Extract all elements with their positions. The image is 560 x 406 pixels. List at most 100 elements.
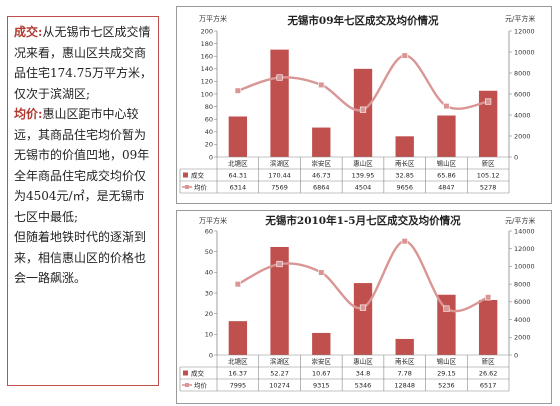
price-value-label: 10274	[269, 381, 290, 389]
bar-5	[395, 338, 414, 355]
y-tick-label: 40	[205, 269, 213, 277]
bar-3	[312, 127, 331, 157]
bar-4	[353, 68, 373, 157]
legend-bar-key	[183, 172, 188, 178]
price-value-label: 7995	[230, 381, 247, 389]
category-label: 北塘区	[228, 356, 248, 365]
price-value-label: 4847	[438, 183, 455, 191]
price-body-a: 惠山区距市中心较远，其商品住宅均价暂为无锡市的价值凹地，09年全年商品住宅成交均…	[14, 107, 150, 224]
bar-2	[270, 49, 289, 157]
y2-tick-label: 4000	[514, 111, 531, 119]
y-tick-label: 160	[201, 53, 213, 61]
price-marker-4	[359, 106, 367, 113]
y2-tick-label: 10000	[514, 263, 535, 271]
bar-value-label: 7.78	[397, 369, 411, 377]
y2-tick-label: 2000	[514, 334, 531, 342]
price-marker-7	[485, 98, 492, 105]
y2-tick-label: 12000	[514, 245, 535, 253]
category-label: 新区	[482, 356, 496, 365]
y2-tick-label: 4000	[514, 316, 531, 324]
price-marker-2	[276, 260, 283, 268]
bar-value-label: 46.73	[312, 171, 331, 179]
price-marker-3	[318, 269, 325, 276]
y2-tick-label: 0	[514, 153, 518, 161]
price-marker-3	[318, 81, 325, 89]
bar-value-label: 139.95	[352, 171, 375, 179]
category-label: 北塘区	[228, 158, 248, 167]
y-tick-label: 120	[201, 78, 213, 86]
y-tick-label: 200	[201, 27, 213, 35]
y2-tick-label: 10000	[514, 48, 535, 56]
chart-2010-panel: 无锡市2010年1-5月七区成交及均价情况 万平方米 元/平方米 0 10 20 30 40 5…	[176, 210, 552, 404]
bar-value-label: 170.44	[268, 171, 291, 179]
bar-value-label: 34.8	[356, 369, 370, 377]
category-label: 滨湖区	[270, 356, 290, 365]
y2-tick-label: 0	[514, 351, 518, 359]
bar-3	[312, 332, 331, 355]
legend-line-marker	[185, 383, 189, 387]
price-paragraph: 均价:惠山区距市中心较远，其商品住宅均价暂为无锡市的价值凹地，09年全年商品住宅…	[14, 104, 152, 227]
price-outlook: 但随着地铁时代的逐渐到来，相信惠山区的价格也会一路飙涨。	[14, 230, 147, 285]
y-tick-label: 100	[201, 90, 213, 98]
price-value-label: 7569	[271, 183, 288, 191]
category-label: 滨湖区	[270, 158, 290, 167]
price-value-label: 12848	[394, 381, 415, 389]
price-marker-5	[401, 52, 408, 59]
y2-tick-label: 6000	[514, 298, 531, 306]
y-tick-label: 20	[205, 141, 213, 149]
deal-body: 从无锡市七区成交情况来看，惠山区共成交商品住宅174.75万平方米，仅次于滨湖区…	[14, 25, 152, 101]
bar-1	[228, 321, 248, 355]
bar-5	[395, 136, 414, 157]
price-marker-6	[443, 305, 450, 312]
chart-title: 无锡市09年七区成交及均价情况	[286, 14, 439, 27]
chart-2009-panel: 无锡市09年七区成交及均价情况 万平方米 元/平方米 0 20 40 60 80 100 120 1…	[176, 6, 552, 204]
price-value-label: 6864	[313, 183, 330, 191]
price-marker-1	[234, 87, 241, 94]
price-marker-1	[234, 281, 241, 288]
bar-value-label: 52.27	[270, 369, 289, 377]
deal-paragraph: 成交:从无锡市七区成交情况来看，惠山区共成交商品住宅174.75万平方米，仅次于…	[14, 22, 152, 104]
bar-4	[353, 283, 373, 355]
y-tick-label: 20	[205, 310, 213, 318]
category-label: 锡山区	[437, 356, 457, 365]
bar-value-label: 10.67	[312, 369, 331, 377]
price-marker-5	[401, 238, 408, 245]
bar-value-label: 65.86	[437, 171, 456, 179]
category-label: 惠山区	[353, 158, 373, 167]
bar-1	[228, 116, 248, 157]
price-marker-7	[485, 294, 492, 301]
y2-axis-unit: 元/平方米	[505, 216, 535, 225]
y2-tick-label: 14000	[514, 227, 535, 235]
bar-value-label: 105.12	[477, 171, 500, 179]
price-value-label: 5236	[438, 381, 455, 389]
deal-heading: 成交:	[14, 25, 43, 39]
legend-line-name: 均价	[194, 380, 208, 389]
category-label: 新区	[482, 158, 496, 167]
summary-text-panel: 成交:从无锡市七区成交情况来看，惠山区共成交商品住宅174.75万平方米，仅次于…	[7, 16, 159, 386]
price-value-label: 6517	[480, 381, 497, 389]
price-value-label: 6314	[230, 183, 247, 191]
bar-6	[437, 294, 456, 355]
price-heading: 均价:	[14, 107, 43, 121]
y2-tick-label: 6000	[514, 90, 531, 98]
bar-2	[270, 246, 289, 355]
category-label: 南长区	[395, 356, 415, 365]
price-marker-6	[443, 103, 450, 110]
y-tick-label: 60	[205, 227, 213, 235]
legend-bar-name: 成交	[191, 368, 205, 377]
y-tick-label: 0	[209, 351, 213, 359]
legend-line-marker	[185, 185, 189, 189]
y-axis-unit: 万平方米	[199, 216, 227, 225]
price-value-label: 9315	[313, 381, 330, 389]
y-tick-label: 140	[201, 65, 213, 73]
price-marker-2	[276, 74, 283, 81]
price-value-label: 9656	[396, 183, 413, 191]
category-label: 崇安区	[312, 158, 332, 167]
y2-tick-label: 8000	[514, 69, 531, 77]
price-value-label: 5278	[480, 183, 497, 191]
bar-value-label: 29.15	[437, 369, 456, 377]
bar-7	[478, 299, 498, 355]
y-tick-label: 80	[205, 103, 213, 111]
price-marker-4	[359, 304, 367, 311]
chart-2009: 无锡市09年七区成交及均价情况 万平方米 元/平方米 0 20 40 60 80 100 120 1…	[179, 14, 535, 194]
